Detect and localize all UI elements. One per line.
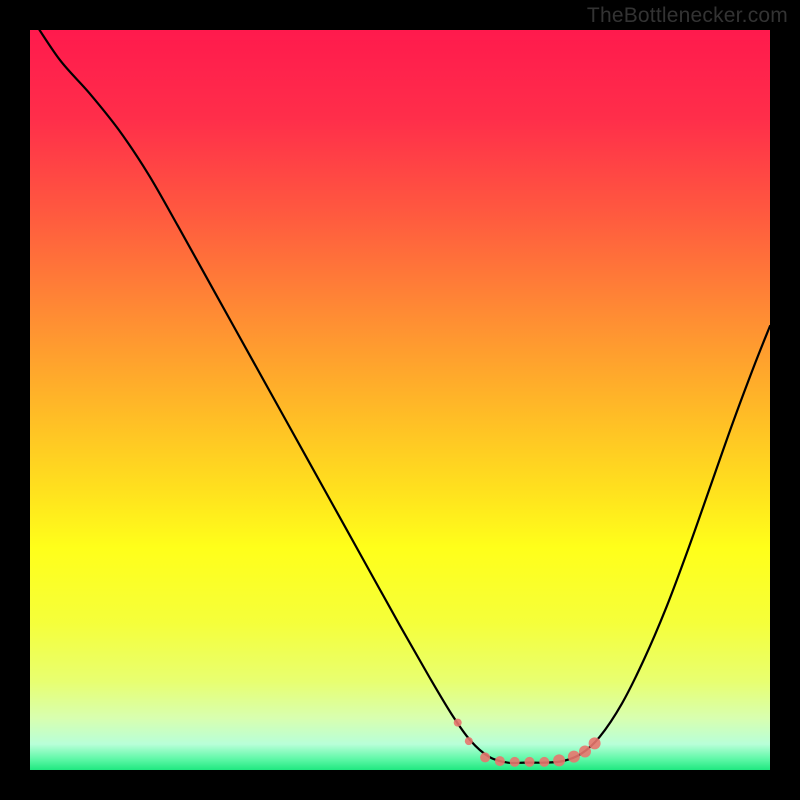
marker-dot [510, 757, 520, 767]
chart-container: TheBottlenecker.com [0, 0, 800, 800]
marker-dot [454, 719, 462, 727]
marker-dot [568, 751, 580, 763]
gradient-background [30, 30, 770, 770]
plot-area [30, 30, 770, 770]
marker-dot [589, 737, 601, 749]
marker-dot [525, 757, 535, 767]
chart-svg [30, 30, 770, 770]
marker-dot [553, 754, 565, 766]
marker-dot [465, 737, 473, 745]
marker-dot [480, 752, 490, 762]
marker-dot [579, 746, 591, 758]
marker-dot [495, 756, 505, 766]
marker-dot [539, 757, 549, 767]
watermark-text: TheBottlenecker.com [587, 4, 788, 28]
